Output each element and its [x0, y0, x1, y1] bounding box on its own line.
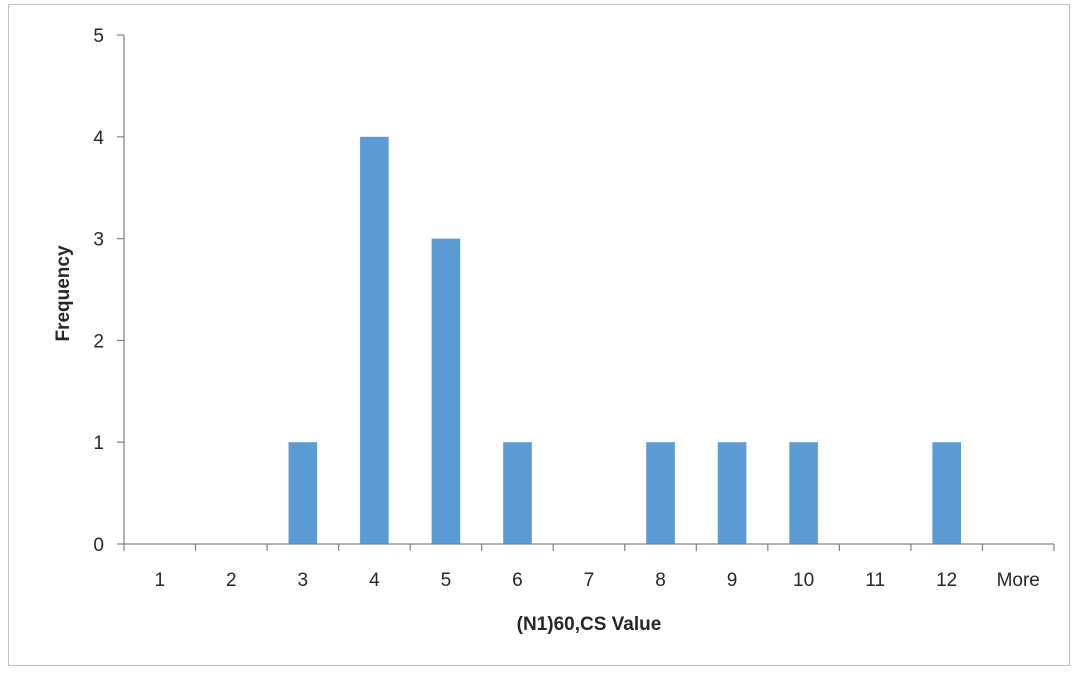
- y-tick-label: 3: [93, 230, 104, 251]
- x-tick-label: 9: [727, 570, 738, 591]
- x-tick-label: 12: [936, 570, 957, 591]
- bar-10: [789, 442, 818, 544]
- y-tick-label: 5: [93, 26, 104, 47]
- y-tick-label: 2: [93, 331, 104, 352]
- y-tick-label: 1: [93, 433, 104, 454]
- x-tick-label: 2: [226, 570, 237, 591]
- x-tick-label: 7: [584, 570, 595, 591]
- axes-group: [123, 35, 1054, 545]
- x-axis-title: (N1)60,CS Value: [517, 614, 662, 635]
- bar-8: [646, 442, 675, 544]
- bars-group: [288, 136, 961, 545]
- bar-9: [717, 442, 747, 544]
- bar-12: [932, 442, 961, 544]
- x-tick-label: 6: [512, 570, 523, 591]
- x-tick-label: 1: [154, 570, 165, 591]
- x-tick-label: 11: [865, 570, 885, 591]
- x-tick-label: 5: [441, 570, 452, 591]
- bar-3: [288, 442, 318, 544]
- y-tick-label: 0: [93, 535, 104, 556]
- y-axis-title: Frequency: [53, 245, 74, 342]
- x-tick-label: More: [997, 570, 1040, 591]
- x-tick-label: 10: [793, 570, 814, 591]
- bar-5: [431, 238, 461, 544]
- bar-6: [503, 442, 532, 544]
- x-ticks-group: 1 2 3 4 5 6 7 8 9 10 11 12 More: [123, 544, 1055, 591]
- y-tick-label: 4: [93, 128, 104, 149]
- x-tick-label: 3: [298, 570, 309, 591]
- x-tick-label: 4: [369, 570, 380, 591]
- x-tick-label: 8: [655, 570, 666, 591]
- bar-4: [360, 136, 389, 545]
- chart-frame: [8, 4, 1070, 666]
- y-ticks-group: 0 1 2 3 4 5: [93, 26, 124, 556]
